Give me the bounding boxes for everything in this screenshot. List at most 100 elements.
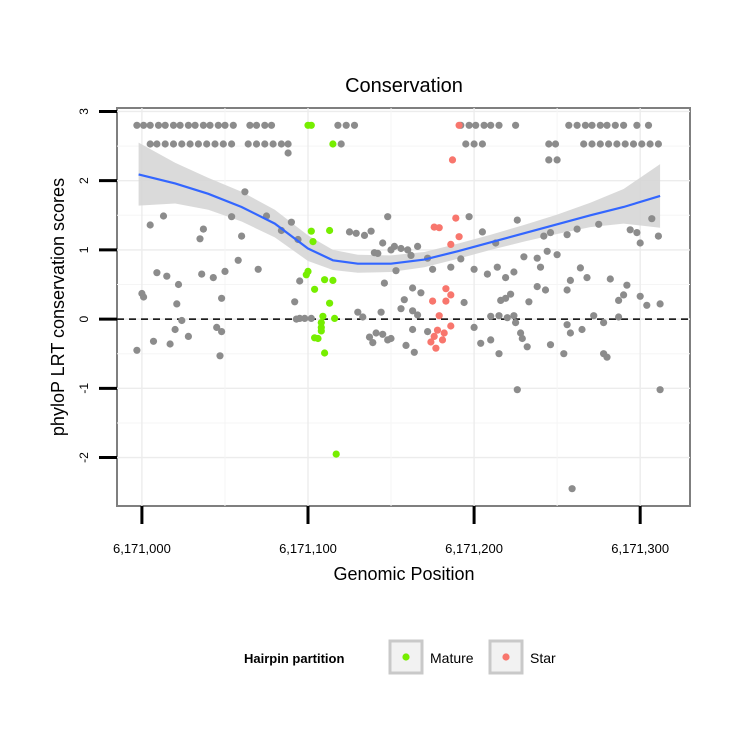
data-point-other <box>495 350 503 358</box>
y-tick-label: 3 <box>77 108 91 115</box>
smooth-line-layer <box>138 173 661 265</box>
x-tick-label: 6,171,300 <box>611 541 669 556</box>
data-point-mature <box>332 450 340 458</box>
data-point-other <box>487 312 495 320</box>
data-point-other <box>149 337 158 345</box>
y-tick-label: 2 <box>77 177 91 184</box>
data-point-other <box>246 121 254 129</box>
data-point-star <box>442 297 450 305</box>
data-point-star <box>455 121 463 129</box>
legend-label-star: Star <box>530 650 556 666</box>
data-point-mature <box>319 312 327 320</box>
data-point-other <box>477 339 485 347</box>
data-point-other <box>643 301 651 309</box>
data-point-other <box>621 140 629 148</box>
data-point-other <box>409 325 417 334</box>
data-point-other <box>603 121 611 129</box>
data-point-other <box>397 244 405 253</box>
data-point-star <box>435 224 443 232</box>
data-point-other <box>606 275 614 283</box>
data-point-other <box>560 350 568 358</box>
data-point-mature <box>302 271 310 279</box>
data-point-other <box>153 140 161 148</box>
data-point-other <box>636 292 644 300</box>
data-point-other <box>472 121 480 129</box>
data-point-other <box>580 140 588 148</box>
data-point-other <box>146 221 154 229</box>
data-point-star <box>427 338 435 346</box>
data-point-mature <box>309 238 317 246</box>
data-point-other <box>163 272 171 280</box>
data-point-other <box>648 215 656 223</box>
data-point-other <box>146 140 154 148</box>
data-point-other <box>174 280 183 289</box>
data-point-other <box>487 121 495 129</box>
data-point-other <box>533 254 541 262</box>
data-point-other <box>292 315 300 323</box>
data-point-other <box>284 149 292 157</box>
data-point-other <box>568 485 576 493</box>
data-point-other <box>191 121 199 129</box>
data-point-other <box>392 267 400 275</box>
data-point-other <box>384 213 392 221</box>
data-point-star <box>433 326 442 334</box>
data-point-mature <box>329 140 337 148</box>
data-point-other <box>409 307 417 315</box>
data-point-other <box>638 140 646 148</box>
data-point-other <box>176 121 184 129</box>
data-point-other <box>536 263 545 271</box>
data-point-other <box>465 121 473 129</box>
data-point-other <box>429 265 437 273</box>
x-tick-label: 6,171,200 <box>445 541 503 556</box>
data-point-other <box>169 140 178 148</box>
x-tick-label: 6,171,000 <box>113 541 171 556</box>
data-point-other <box>654 232 663 240</box>
data-point-other <box>241 188 249 196</box>
data-point-other <box>636 239 644 247</box>
data-point-other <box>414 311 422 319</box>
data-point-other <box>354 308 362 316</box>
data-point-other <box>502 274 510 282</box>
data-point-other <box>511 319 520 327</box>
data-point-other <box>623 281 631 289</box>
data-point-other <box>487 336 495 344</box>
data-point-other <box>284 140 292 148</box>
data-point-other <box>581 121 590 129</box>
data-point-other <box>159 212 168 220</box>
data-point-other <box>379 330 387 338</box>
data-point-other <box>213 323 221 331</box>
data-point-other <box>228 213 236 221</box>
confidence-band-layer <box>138 142 661 273</box>
data-point-mature <box>307 121 315 129</box>
legend-title: Hairpin partition <box>244 651 344 666</box>
data-point-other <box>588 121 596 129</box>
data-point-other <box>140 121 148 129</box>
data-point-other <box>267 121 276 129</box>
data-point-other <box>511 121 520 129</box>
data-point-mature <box>307 227 315 235</box>
data-point-other <box>495 121 503 129</box>
data-point-other <box>503 314 511 322</box>
data-point-other <box>566 276 575 284</box>
data-point-other <box>369 339 377 347</box>
data-point-other <box>352 229 360 237</box>
data-point-other <box>269 140 277 148</box>
data-point-other <box>409 284 417 292</box>
data-point-other <box>578 325 586 334</box>
data-point-other <box>553 251 561 259</box>
data-point-other <box>566 329 575 337</box>
data-point-other <box>629 140 638 148</box>
y-tick-label: 1 <box>77 246 91 253</box>
data-point-other <box>166 340 174 348</box>
data-point-mature <box>321 276 329 284</box>
data-point-other <box>342 121 350 129</box>
data-point-other <box>194 140 202 148</box>
data-point-star <box>435 312 443 320</box>
data-point-other <box>543 247 551 255</box>
data-point-mature <box>321 349 329 357</box>
data-point-star <box>448 156 457 164</box>
data-point-other <box>513 386 521 394</box>
data-point-other <box>460 298 468 307</box>
data-point-other <box>513 216 521 224</box>
data-point-other <box>400 296 408 304</box>
